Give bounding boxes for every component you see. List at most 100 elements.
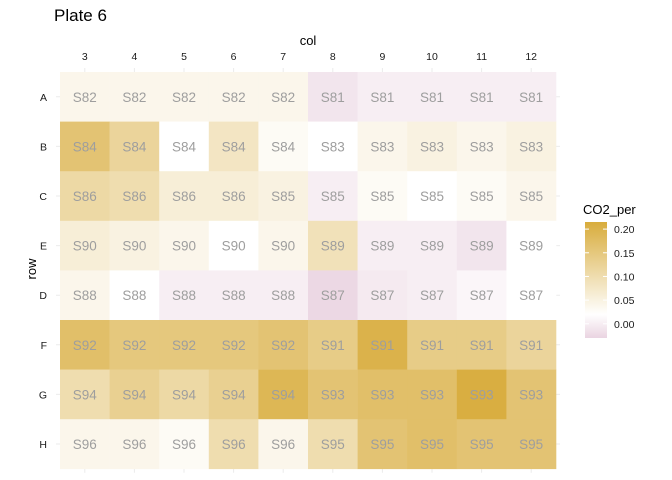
x-axis-title: col bbox=[300, 33, 317, 48]
cell-label-F10: S91 bbox=[420, 338, 444, 353]
cell-label-F11: S91 bbox=[470, 338, 494, 353]
color-legend: CO2_per 0.00 0.05 0.10 0.15 0.20 bbox=[583, 202, 636, 338]
cell-label-G7: S94 bbox=[271, 387, 296, 402]
heatmap-cell-B9 bbox=[357, 121, 408, 172]
heatmap-cell-F11 bbox=[456, 320, 507, 370]
y-tick-label: D bbox=[39, 290, 47, 302]
heatmap-cell-B5 bbox=[159, 121, 210, 172]
x-tick-label: 11 bbox=[476, 51, 487, 63]
cell-label-B6: S84 bbox=[222, 139, 247, 154]
cell-label-H11: S95 bbox=[470, 437, 494, 452]
heatmap-cell-C10 bbox=[407, 171, 458, 222]
y-tick-label: H bbox=[39, 439, 47, 451]
cell-label-H3: S96 bbox=[73, 437, 97, 452]
y-tick-label: E bbox=[40, 241, 47, 253]
heatmap-cell-A7 bbox=[258, 72, 309, 122]
cell-label-D3: S88 bbox=[73, 288, 97, 303]
cell-label-B10: S83 bbox=[420, 139, 444, 154]
cell-label-A5: S82 bbox=[172, 90, 196, 105]
heatmap-cell-G7 bbox=[258, 369, 309, 420]
cell-label-F4: S92 bbox=[122, 338, 146, 353]
heatmap-cell-G11 bbox=[456, 369, 507, 420]
cell-label-A6: S82 bbox=[222, 90, 246, 105]
cell-label-G11: S93 bbox=[470, 387, 494, 402]
cell-label-H12: S95 bbox=[519, 437, 543, 452]
heatmap-cell-E4 bbox=[109, 220, 160, 271]
cell-label-G10: S93 bbox=[420, 387, 444, 402]
cell-label-F6: S92 bbox=[222, 338, 246, 353]
legend-tick-label: 0.20 bbox=[614, 224, 635, 236]
cell-label-E10: S89 bbox=[420, 239, 444, 254]
cell-label-C8: S85 bbox=[321, 189, 345, 204]
heatmap-cell-D5 bbox=[159, 270, 210, 321]
heatmap-cell-D10 bbox=[407, 270, 458, 321]
heatmap-cell-C3 bbox=[60, 171, 110, 222]
heatmap-cell-G8 bbox=[308, 369, 358, 420]
heatmap-cell-E11 bbox=[456, 220, 507, 271]
cell-label-H4: S96 bbox=[122, 437, 146, 452]
color-bar bbox=[585, 222, 607, 338]
cell-label-F7: S92 bbox=[271, 338, 295, 353]
heatmap-cell-A6 bbox=[208, 72, 259, 122]
heatmap-cell-H5 bbox=[159, 419, 210, 470]
heatmap-cell-A3 bbox=[60, 72, 110, 122]
heatmap-cell-H9 bbox=[357, 419, 408, 470]
x-tick-label: 3 bbox=[82, 51, 88, 63]
x-tick-label: 6 bbox=[231, 51, 237, 63]
cell-label-E6: S90 bbox=[222, 239, 246, 254]
heatmap-cell-C5 bbox=[159, 171, 210, 222]
cell-label-D12: S87 bbox=[519, 288, 543, 303]
heatmap-cell-G10 bbox=[407, 369, 458, 420]
cell-label-C9: S85 bbox=[370, 189, 394, 204]
heatmap-cell-C8 bbox=[308, 171, 358, 222]
heatmap-cell-B12 bbox=[506, 121, 557, 172]
heatmap-cell-B8 bbox=[308, 121, 358, 172]
heatmap-cells: S82 S82 S82 S82 S82 S81 S81 S81 S81 S81 S84 S84 S84 S… bbox=[60, 72, 557, 470]
heatmap-cell-E8 bbox=[308, 220, 358, 271]
heatmap-cell-D12 bbox=[506, 270, 557, 321]
x-tick-label: 5 bbox=[181, 51, 187, 63]
heatmap-cell-G5 bbox=[159, 369, 210, 420]
heatmap-cell-D11 bbox=[456, 270, 507, 321]
heatmap-cell-H10 bbox=[407, 419, 458, 470]
cell-label-H10: S95 bbox=[420, 437, 444, 452]
cell-label-B5: S84 bbox=[172, 139, 197, 154]
cell-label-D9: S87 bbox=[370, 288, 394, 303]
cell-label-G8: S93 bbox=[321, 387, 345, 402]
cell-label-B3: S84 bbox=[73, 139, 98, 154]
heatmap-cell-A4 bbox=[109, 72, 160, 122]
heatmap-cell-C12 bbox=[506, 171, 557, 222]
heatmap-cell-E10 bbox=[407, 220, 458, 271]
cell-label-G9: S93 bbox=[370, 387, 394, 402]
heatmap-cell-E3 bbox=[60, 220, 110, 271]
cell-label-H7: S96 bbox=[271, 437, 295, 452]
cell-label-D10: S87 bbox=[420, 288, 444, 303]
cell-label-B4: S84 bbox=[122, 139, 147, 154]
cell-label-G5: S94 bbox=[172, 387, 197, 402]
heatmap-cell-C4 bbox=[109, 171, 160, 222]
cell-label-A7: S82 bbox=[271, 90, 295, 105]
cell-label-D4: S88 bbox=[122, 288, 146, 303]
heatmap-cell-F6 bbox=[208, 320, 259, 370]
heatmap-cell-H12 bbox=[506, 419, 557, 470]
heatmap-cell-H4 bbox=[109, 419, 160, 470]
cell-label-D5: S88 bbox=[172, 288, 196, 303]
x-axis-ticks: 3 4 5 6 7 8 9 10 11 12 bbox=[82, 51, 537, 63]
cell-label-B11: S83 bbox=[470, 139, 494, 154]
heatmap-cell-F12 bbox=[506, 320, 557, 370]
heatmap-cell-B4 bbox=[109, 121, 160, 172]
heatmap-cell-D9 bbox=[357, 270, 408, 321]
heatmap-cell-C11 bbox=[456, 171, 507, 222]
cell-label-D11: S87 bbox=[470, 288, 494, 303]
heatmap-cell-D3 bbox=[60, 270, 110, 321]
heatmap-cell-B7 bbox=[258, 121, 309, 172]
y-tick-label: B bbox=[40, 141, 47, 153]
cell-label-E3: S90 bbox=[73, 239, 97, 254]
y-axis-title: row bbox=[24, 258, 39, 280]
y-tick-label: F bbox=[41, 340, 47, 352]
cell-label-G12: S93 bbox=[519, 387, 543, 402]
heatmap-cell-G4 bbox=[109, 369, 160, 420]
heatmap-cell-B3 bbox=[60, 121, 110, 172]
cell-label-E8: S89 bbox=[321, 239, 345, 254]
